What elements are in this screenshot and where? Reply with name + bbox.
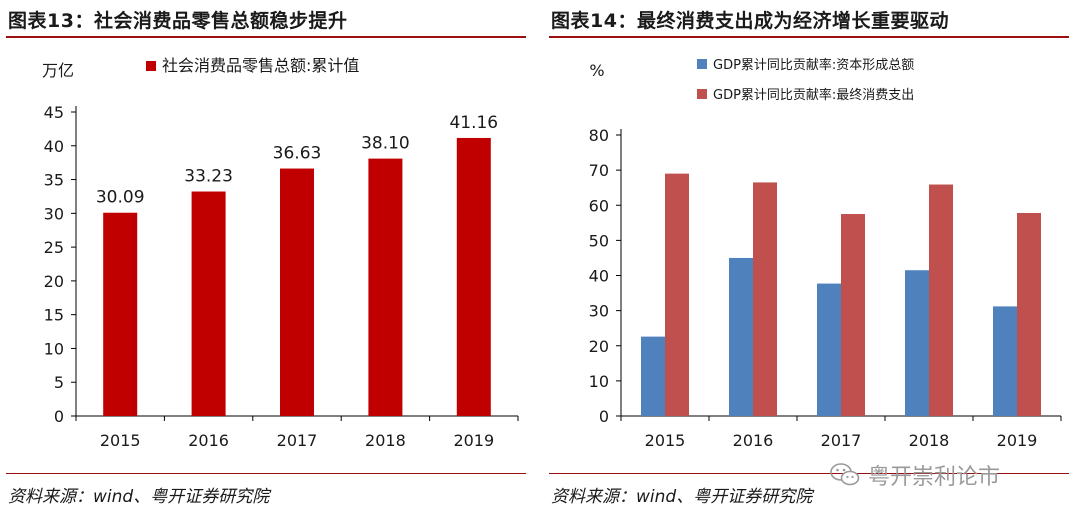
- y-tick-label: 20: [589, 337, 609, 356]
- y-tick-label: 10: [589, 372, 609, 391]
- x-tick-label: 2015: [100, 431, 141, 450]
- y-tick-label: 80: [589, 126, 609, 145]
- y-tick-label: 5: [54, 373, 64, 392]
- figure-title: 图表14：最终消费支出成为经济增长重要驱动: [551, 10, 949, 32]
- legend-label: 社会消费品零售总额:累计值: [162, 56, 359, 75]
- y-axis-unit-label: 万亿: [42, 61, 74, 80]
- y-tick-label: 25: [44, 238, 64, 257]
- x-tick-label: 2016: [188, 431, 229, 450]
- legend-label: GDP累计同比贡献率:资本形成总额: [713, 57, 914, 73]
- watermark: 粤开崇利论市: [830, 460, 1000, 490]
- bar: [729, 257, 753, 416]
- source-divider: [6, 473, 526, 474]
- y-tick-label: 50: [589, 231, 609, 250]
- y-tick-label: 0: [599, 407, 609, 426]
- bar: [993, 306, 1017, 416]
- x-tick-label: 2018: [909, 431, 950, 450]
- right-chart-panel: 图表14：最终消费支出成为经济增长重要驱动 % GDP累计同比贡献率:资本形成总额…: [549, 0, 1069, 525]
- x-tick-label: 2018: [365, 431, 406, 450]
- bar: [456, 137, 491, 416]
- bar: [753, 182, 777, 416]
- source-divider: [549, 473, 1069, 474]
- legend-swatch: [697, 89, 707, 99]
- bar: [641, 336, 665, 416]
- title-divider: [6, 36, 526, 38]
- legend-label: GDP累计同比贡献率:最终消费支出: [713, 87, 914, 103]
- bar: [103, 212, 138, 416]
- y-tick-label: 40: [44, 137, 64, 156]
- legend-swatch: [697, 59, 707, 69]
- y-tick-label: 15: [44, 306, 64, 325]
- x-tick-label: 2016: [733, 431, 774, 450]
- bar: [929, 184, 953, 416]
- bar: [191, 191, 226, 416]
- bar: [817, 283, 841, 416]
- x-tick-label: 2017: [821, 431, 862, 450]
- y-tick-label: 45: [44, 103, 64, 122]
- data-label: 41.16: [449, 113, 498, 133]
- bar: [280, 168, 314, 416]
- source-note: 资料来源：wind、粤开证券研究院: [551, 487, 813, 507]
- gdp-contribution-bar-chart: % GDP累计同比贡献率:资本形成总额 GDP累计同比贡献率:最终消费支出 0 10 20…: [589, 57, 1062, 450]
- watermark-text: 粤开崇利论市: [868, 465, 1001, 490]
- data-label: 30.09: [96, 188, 145, 208]
- source-note: 资料来源：wind、粤开证券研究院: [8, 487, 270, 507]
- y-tick-label: 10: [44, 339, 64, 358]
- data-label: 36.63: [273, 144, 322, 164]
- bar: [905, 270, 929, 416]
- y-tick-label: 40: [589, 267, 609, 286]
- y-tick-label: 60: [589, 196, 609, 215]
- y-tick-label: 20: [44, 272, 64, 291]
- wechat-icon: [830, 463, 860, 486]
- legend-swatch: [146, 61, 156, 71]
- x-tick-label: 2017: [277, 431, 318, 450]
- bar: [841, 214, 865, 416]
- x-tick-label: 2019: [997, 431, 1038, 450]
- y-axis-unit-label: %: [589, 61, 604, 80]
- y-tick-label: 30: [589, 302, 609, 321]
- x-tick-label: 2015: [645, 431, 686, 450]
- y-tick-label: 30: [44, 204, 64, 223]
- retail-sales-bar-chart: 万亿 社会消费品零售总额:累计值 0 5 10 15 20 25 30 35 40 45 2015 30.…: [42, 56, 519, 450]
- x-tick-label: 2019: [453, 431, 494, 450]
- left-chart-panel: 图表13：社会消费品零售总额稳步提升 万亿 社会消费品零售总额:累计值 0 5 10 15…: [6, 0, 526, 525]
- bar: [665, 173, 689, 416]
- y-tick-label: 35: [44, 171, 64, 190]
- title-divider: [549, 36, 1069, 38]
- y-tick-label: 70: [589, 161, 609, 180]
- figure-title: 图表13：社会消费品零售总额稳步提升: [8, 10, 348, 32]
- bar: [368, 158, 403, 416]
- data-label: 33.23: [184, 167, 233, 187]
- bar: [1017, 212, 1041, 416]
- data-label: 38.10: [361, 134, 410, 154]
- y-tick-label: 0: [54, 407, 64, 426]
